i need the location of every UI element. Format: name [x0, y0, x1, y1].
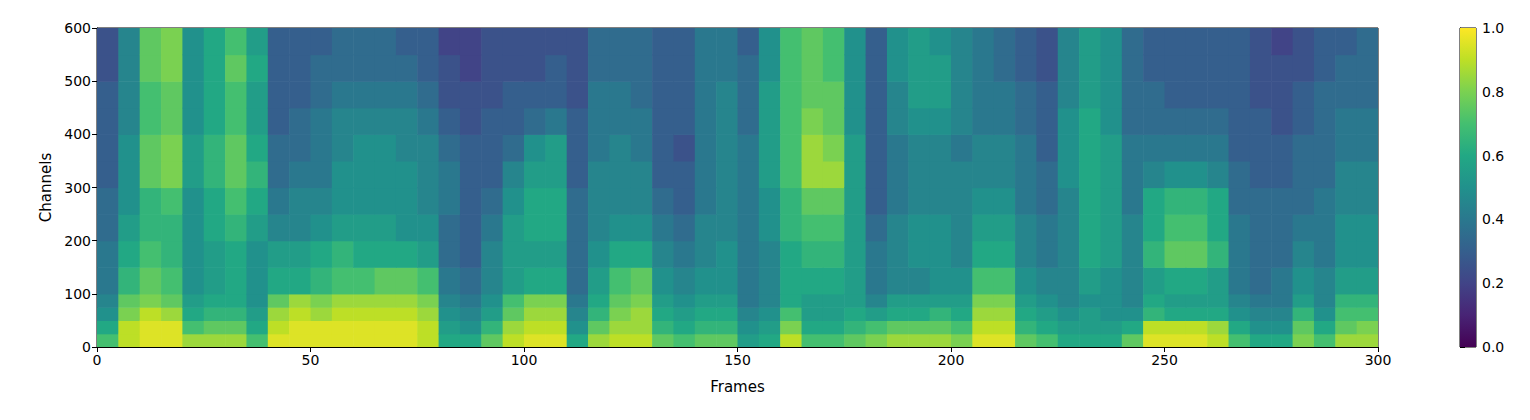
- svg-text:0.0: 0.0: [1482, 339, 1504, 355]
- svg-text:0.6: 0.6: [1482, 148, 1504, 164]
- svg-text:Frames: Frames: [710, 378, 765, 396]
- svg-text:100: 100: [64, 286, 91, 302]
- svg-text:100: 100: [511, 352, 538, 368]
- svg-text:Channels: Channels: [37, 153, 55, 223]
- svg-text:0.4: 0.4: [1482, 211, 1504, 227]
- svg-text:50: 50: [302, 352, 320, 368]
- svg-text:0: 0: [93, 352, 102, 368]
- svg-text:0: 0: [82, 339, 91, 355]
- svg-text:600: 600: [64, 20, 91, 36]
- svg-text:300: 300: [1365, 352, 1392, 368]
- svg-text:400: 400: [64, 126, 91, 142]
- svg-text:250: 250: [1151, 352, 1178, 368]
- svg-text:0.2: 0.2: [1482, 275, 1504, 291]
- svg-text:300: 300: [64, 180, 91, 196]
- svg-text:500: 500: [64, 73, 91, 89]
- svg-text:200: 200: [64, 233, 91, 249]
- svg-text:0.8: 0.8: [1482, 84, 1504, 100]
- svg-text:200: 200: [938, 352, 965, 368]
- svg-text:150: 150: [724, 352, 751, 368]
- svg-text:1.0: 1.0: [1482, 20, 1504, 36]
